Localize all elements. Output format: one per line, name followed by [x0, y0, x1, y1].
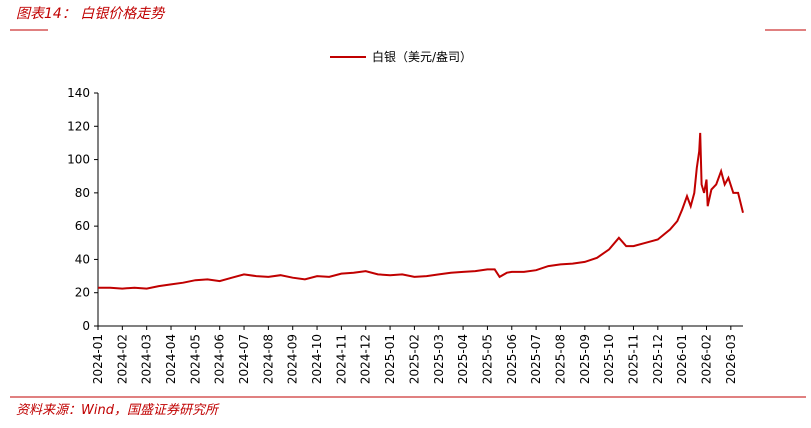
x-tick-label: 2025-11: [626, 334, 640, 384]
x-tick-label: 2024-02: [115, 334, 129, 384]
x-tick-label: 2024-01: [91, 334, 105, 384]
x-tick-label: 2024-09: [286, 334, 300, 384]
header-title: 图表14： 白银价格走势: [16, 6, 166, 22]
footer-source: 资料来源：Wind，国盛证券研究所: [16, 402, 220, 418]
x-tick-label: 2024-11: [334, 334, 348, 384]
x-tick-label: 2025-02: [407, 334, 421, 384]
x-tick-label: 2025-03: [432, 334, 446, 384]
series-line: [98, 132, 744, 290]
y-tick-label: 0: [82, 319, 90, 333]
x-tick-label: 2024-07: [237, 334, 251, 384]
x-tick-label: 2025-01: [383, 334, 397, 384]
x-tick-label: 2024-03: [140, 334, 154, 384]
chart: 0 20 40 60 80 100 120 140 2024-01 2024-02 2024-03 2…: [67, 49, 744, 384]
y-tick-label: 140: [67, 86, 90, 100]
x-tick-label: 2024-08: [261, 334, 275, 384]
x-tick-label: 2025-06: [505, 334, 519, 384]
y-tick-label: 120: [67, 119, 90, 133]
y-tick-label: 100: [67, 153, 90, 167]
x-tick-label: 2025-07: [529, 334, 543, 384]
x-tick-label: 2024-05: [188, 334, 202, 384]
x-tick-label: 2024-12: [359, 334, 373, 384]
x-tick-label: 2026-01: [675, 334, 689, 384]
y-tick-label: 60: [75, 219, 90, 233]
y-tick-label: 20: [75, 286, 90, 300]
x-tick-label: 2026-02: [699, 334, 713, 384]
y-tick-label: 40: [75, 252, 90, 266]
x-tick-label: 2025-09: [578, 334, 592, 384]
legend-label: 白银（美元/盎司）: [372, 49, 472, 64]
x-tick-label: 2025-04: [456, 334, 470, 384]
y-tick-label: 80: [75, 186, 90, 200]
x-tick-label: 2025-10: [602, 334, 616, 384]
x-tick-label: 2025-08: [553, 334, 567, 384]
x-tick-label: 2024-04: [164, 334, 178, 384]
x-tick-label: 2024-06: [213, 334, 227, 384]
x-tick-label: 2025-12: [651, 334, 665, 384]
x-tick-label: 2026-03: [724, 334, 738, 384]
x-tick-label: 2025-05: [480, 334, 494, 384]
x-tick-label: 2024-10: [310, 334, 324, 384]
